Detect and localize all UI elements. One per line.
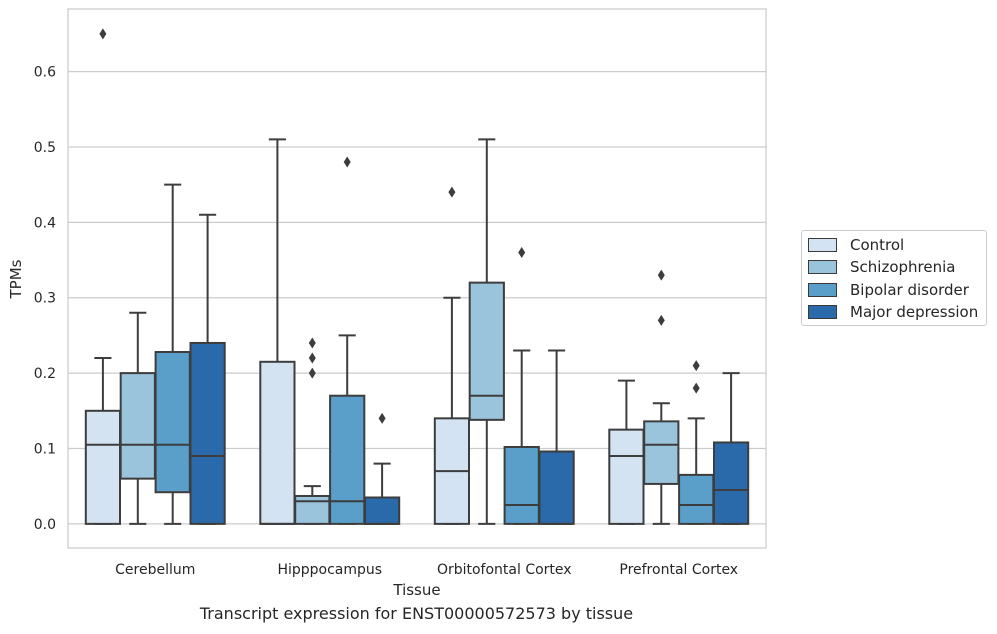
- figure-caption: Transcript expression for ENST0000057257…: [199, 604, 634, 623]
- box-orbitofontal-cortex-bipolar-disorder: [503, 246, 540, 525]
- iqr-box: [643, 420, 680, 485]
- iqr-box: [189, 341, 226, 525]
- x-tick-label-prefrontal-cortex: Prefrontal Cortex: [619, 562, 738, 578]
- box-hipppocampus-major-depression: [363, 412, 401, 525]
- y-tick-label: 0.2: [34, 366, 56, 382]
- outlier-point: [308, 352, 316, 364]
- iqr-box: [468, 281, 505, 421]
- y-tick-labels: 0.0 0.1 0.2 0.3 0.4 0.5 0.6: [34, 65, 56, 533]
- iqr-box: [538, 450, 575, 525]
- box-cerebellum-control: [84, 28, 122, 525]
- box-prefrontal-cortex-major-depression: [712, 372, 750, 525]
- outlier-point: [308, 337, 316, 349]
- plot-frame: [67, 8, 767, 549]
- box-prefrontal-cortex-schizophrenia: [643, 269, 680, 525]
- outlier-point: [448, 186, 456, 198]
- outlier-point: [518, 246, 526, 258]
- legend-swatch-bipolar-disorder: [808, 283, 837, 297]
- iqr-box: [294, 494, 331, 525]
- iqr-box: [154, 351, 191, 494]
- outlier-point: [99, 28, 107, 40]
- iqr-box: [84, 409, 122, 525]
- legend-item-control: Control: [808, 234, 904, 256]
- box-hipppocampus-schizophrenia: [294, 337, 331, 525]
- outlier-point: [657, 314, 665, 326]
- iqr-box: [503, 445, 540, 525]
- outlier-point: [657, 269, 665, 281]
- y-tick-label: 0.4: [34, 215, 56, 231]
- legend-item-major-depression: Major depression: [808, 301, 978, 323]
- x-tick-label-hipppocampus: Hipppocampus: [277, 562, 382, 578]
- iqr-box: [119, 372, 156, 480]
- y-tick-label: 0.5: [34, 140, 56, 156]
- outlier-point: [692, 382, 700, 394]
- legend-label-schizophrenia: Schizophrenia: [850, 258, 956, 276]
- iqr-box: [678, 473, 715, 525]
- x-tick-labels: Cerebellum Hipppocampus Orbitofontal Corte…: [115, 562, 738, 578]
- legend-item-bipolar-disorder: Bipolar disorder: [808, 279, 969, 301]
- box-hipppocampus-control: [259, 138, 296, 525]
- legend-swatch-schizophrenia: [808, 260, 837, 274]
- x-axis-label: Tissue: [392, 581, 440, 599]
- box-cerebellum-bipolar-disorder: [154, 183, 191, 525]
- box-prefrontal-cortex-control: [608, 379, 645, 525]
- y-tick-label: 0.0: [34, 517, 56, 533]
- x-tick-label-orbitofontal-cortex: Orbitofontal Cortex: [437, 562, 572, 578]
- legend: Control Schizophrenia Bipolar disorder M…: [801, 230, 987, 326]
- legend-item-schizophrenia: Schizophrenia: [808, 256, 955, 278]
- box-cerebellum-schizophrenia: [119, 311, 156, 525]
- iqr-box: [329, 394, 366, 525]
- box-orbitofontal-cortex-schizophrenia: [468, 138, 505, 525]
- y-tick-label: 0.6: [34, 65, 56, 81]
- box-hipppocampus-bipolar-disorder: [329, 156, 366, 525]
- outlier-point: [308, 367, 316, 379]
- x-tick-label-cerebellum: Cerebellum: [115, 562, 195, 578]
- iqr-box: [259, 360, 296, 525]
- box-series: [84, 28, 750, 525]
- iqr-box: [363, 496, 401, 525]
- box-cerebellum-major-depression: [189, 213, 226, 525]
- box-orbitofontal-cortex-major-depression: [538, 349, 575, 525]
- iqr-box: [712, 441, 750, 525]
- legend-label-major-depression: Major depression: [850, 303, 979, 321]
- box-orbitofontal-cortex-control: [433, 186, 471, 525]
- outlier-point: [343, 156, 351, 168]
- legend-swatch-major-depression: [808, 305, 837, 319]
- legend-swatch-control: [808, 238, 837, 252]
- y-axis-label: TPMs: [7, 259, 25, 299]
- y-tick-label: 0.1: [34, 441, 56, 457]
- legend-label-control: Control: [850, 236, 905, 254]
- outlier-point: [692, 360, 700, 372]
- iqr-box: [608, 428, 645, 525]
- legend-label-bipolar-disorder: Bipolar disorder: [850, 281, 969, 299]
- box-prefrontal-cortex-bipolar-disorder: [678, 360, 715, 525]
- outlier-point: [378, 412, 386, 424]
- y-tick-label: 0.3: [34, 291, 56, 307]
